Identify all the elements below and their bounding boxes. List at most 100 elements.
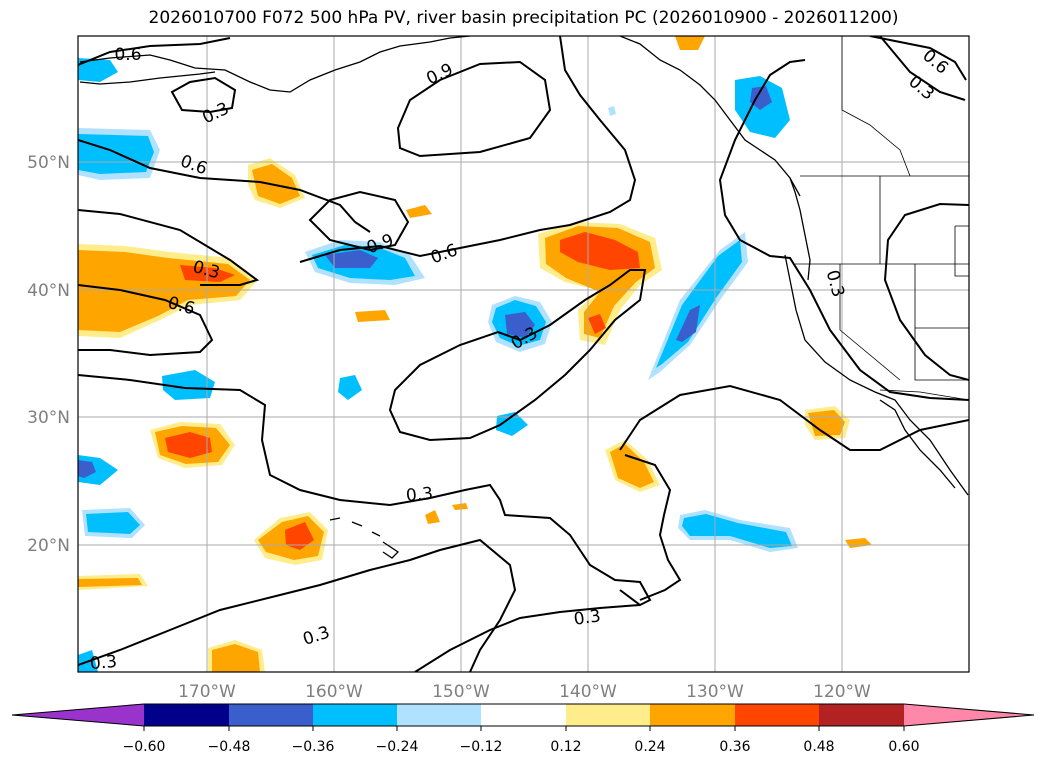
colorbar-bin bbox=[819, 704, 904, 726]
contour-06-center bbox=[299, 36, 637, 263]
shade-neg-14 bbox=[608, 106, 616, 116]
contour-06-main bbox=[78, 209, 260, 286]
colorbar-bin bbox=[313, 704, 397, 726]
colorbar-extend-high bbox=[904, 704, 1034, 726]
shade-pos-14 bbox=[452, 503, 468, 510]
shade-pos-4c bbox=[165, 432, 212, 458]
border-states-3 bbox=[839, 264, 901, 381]
contour-09-mid bbox=[308, 190, 410, 252]
colorbar-extend-low bbox=[12, 704, 144, 726]
border-alaska-canada bbox=[841, 36, 911, 177]
colorbar: −0.60 −0.48 −0.36 −0.24 −0.12 0.12 0.24 … bbox=[11, 703, 1035, 755]
shade-neg-8b bbox=[656, 240, 742, 368]
contour-06-west bbox=[78, 284, 214, 357]
colorbar-bin bbox=[481, 704, 566, 726]
contour-03-south bbox=[619, 384, 969, 451]
lat-tick-label: 40°N bbox=[27, 281, 70, 301]
shade-neg-6 bbox=[338, 375, 362, 400]
contour-06-north bbox=[78, 37, 231, 66]
contour-03-west bbox=[78, 374, 652, 607]
shade-neg-12b bbox=[750, 86, 772, 110]
precip-shading bbox=[78, 36, 872, 672]
shade-neg-11b bbox=[78, 460, 96, 478]
shade-pos-5c bbox=[285, 522, 314, 550]
colorbar-tick-label: −0.12 bbox=[460, 739, 503, 755]
shade-neg-5 bbox=[162, 370, 215, 400]
shade-neg-7 bbox=[496, 412, 528, 436]
shade-neg-2 bbox=[78, 58, 118, 82]
coast-us-west bbox=[784, 254, 969, 496]
border-states-4 bbox=[914, 264, 969, 381]
lon-tick-label: 140°W bbox=[559, 682, 617, 702]
colorbar-tick-label: −0.48 bbox=[208, 739, 251, 755]
lat-tick-label: 30°N bbox=[27, 408, 70, 428]
shade-neg-4c bbox=[505, 312, 535, 338]
contour-03-south2 bbox=[624, 454, 682, 601]
shade-pos-10 bbox=[355, 310, 390, 322]
coast-aleutians bbox=[79, 71, 216, 85]
coast-alaska bbox=[79, 36, 471, 93]
shade-pos-12 bbox=[675, 36, 705, 50]
coast-baja bbox=[879, 399, 956, 489]
map-background bbox=[78, 36, 969, 672]
pv-contours bbox=[78, 36, 969, 672]
shade-pos-13 bbox=[425, 510, 440, 524]
contour-06-mid bbox=[78, 139, 371, 233]
lon-tick-label: 150°W bbox=[432, 682, 490, 702]
shade-pos-8b bbox=[212, 644, 260, 672]
lat-tick-label: 20°N bbox=[27, 536, 70, 556]
colorbar-bin bbox=[397, 704, 481, 726]
contour-06-ne bbox=[869, 36, 967, 81]
colorbar-tick-label: −0.24 bbox=[376, 739, 419, 755]
colorbar-tick-label: 0.60 bbox=[888, 739, 919, 755]
border-us-mexico bbox=[879, 389, 969, 401]
longitude-labels: 170°W 160°W 150°W 140°W 130°W 120°W bbox=[178, 682, 871, 702]
contour-03-far-south bbox=[78, 538, 517, 672]
contour-03-east2 bbox=[883, 202, 969, 381]
colorbar-bin bbox=[650, 704, 735, 726]
graticule bbox=[78, 36, 969, 672]
contour-label: 0.3 bbox=[89, 652, 118, 674]
lon-tick-label: 160°W bbox=[305, 682, 363, 702]
contour-label: 0.3 bbox=[573, 606, 603, 630]
contour-label: 0.3 bbox=[405, 484, 434, 506]
colorbar-tick-label: −0.60 bbox=[123, 739, 166, 755]
map-frame bbox=[77, 35, 970, 673]
shade-pos-2c bbox=[560, 232, 640, 270]
contour-label: 0.6 bbox=[114, 45, 141, 65]
shade-pos-9b bbox=[78, 578, 142, 587]
lon-tick-label: 120°W bbox=[813, 682, 871, 702]
lat-tick-label: 50°N bbox=[27, 153, 70, 173]
colorbar-bin bbox=[144, 704, 229, 726]
contour-03-east bbox=[718, 59, 969, 401]
latitude-labels: 50°N 40°N 30°N 20°N bbox=[27, 153, 70, 556]
contour-03-north bbox=[170, 76, 237, 114]
coast-hawaii bbox=[329, 517, 400, 559]
colorbar-bin bbox=[229, 704, 313, 726]
shade-neg-3c bbox=[325, 250, 378, 268]
map-title: 2026010700 F072 500 hPa PV, river basin … bbox=[148, 8, 899, 28]
shade-pos-11 bbox=[406, 205, 432, 218]
coastlines bbox=[79, 36, 969, 559]
shade-pos-6b bbox=[610, 444, 654, 488]
shade-neg-9b bbox=[682, 514, 792, 548]
contour-03-sw bbox=[414, 604, 641, 672]
contour-09-north bbox=[396, 60, 552, 158]
colorbar-tick-label: 0.36 bbox=[719, 739, 750, 755]
contour-03-ne bbox=[879, 36, 966, 101]
borders bbox=[795, 36, 969, 401]
colorbar-tick-label: −0.36 bbox=[292, 739, 335, 755]
lon-tick-label: 170°W bbox=[178, 682, 236, 702]
shade-neg-10b bbox=[86, 512, 140, 534]
border-states-6 bbox=[954, 225, 969, 277]
colorbar-tick-label: 0.24 bbox=[634, 739, 665, 755]
colorbar-tick-label: 0.48 bbox=[803, 739, 834, 755]
shade-pos-3b bbox=[252, 164, 300, 204]
shade-neg-8c bbox=[676, 305, 700, 342]
colorbar-bin bbox=[735, 704, 819, 726]
contour-03-center bbox=[388, 269, 647, 442]
coast-se-alaska bbox=[619, 36, 801, 197]
lon-tick-label: 130°W bbox=[686, 682, 744, 702]
coast-bc bbox=[789, 177, 811, 281]
